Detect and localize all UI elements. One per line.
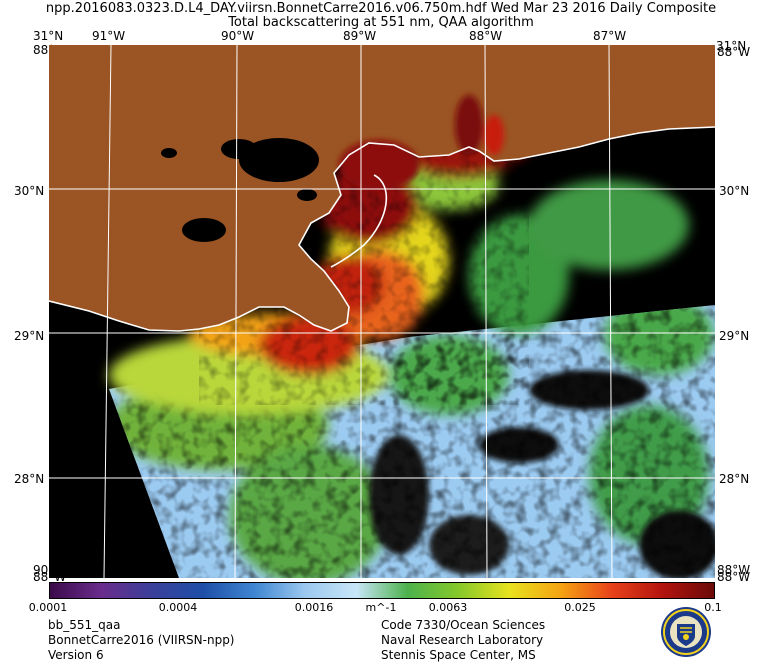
colorbar-tick-label: 0.0004 bbox=[158, 601, 198, 614]
estuary-turbidity bbox=[339, 95, 504, 190]
colorbar-tick-label: 0.0001 bbox=[28, 601, 68, 614]
map-title: npp.2016083.0323.D.L4_DAY.viirsn.BonnetC… bbox=[45, 1, 717, 16]
footer-org-code: Code 7330/Ocean Sciences bbox=[381, 618, 546, 632]
lon-label-90w: 90°W bbox=[221, 29, 255, 43]
lon-label-89w: 89°W bbox=[343, 29, 377, 43]
corner-lon-label-bottom-right: 88°W bbox=[717, 570, 751, 584]
footer-product: bb_551_qaa bbox=[48, 618, 121, 632]
corner-lat-label-top-right: 31°N bbox=[716, 39, 747, 53]
colorbar-tick-label: 0.1 bbox=[704, 601, 722, 614]
lat-label-28n-right: 28°N bbox=[719, 472, 750, 486]
coastline bbox=[49, 126, 715, 332]
lon-label-87w: 87°W bbox=[593, 29, 627, 43]
lon-label-88w: 88°W bbox=[469, 29, 503, 43]
corner-lat-label-bottom-right: 88°W bbox=[717, 563, 751, 577]
satellite-map[interactable] bbox=[49, 45, 715, 578]
lat-label-30n-left: 30°N bbox=[14, 184, 45, 198]
lat-label-29n-left: 29°N bbox=[14, 329, 45, 343]
colorbar-tick-label: 0.0016 bbox=[294, 601, 334, 614]
lat-lon-grid bbox=[49, 45, 715, 578]
lat-label-28n-left: 28°N bbox=[14, 472, 45, 486]
delta-arc bbox=[330, 174, 388, 268]
land-mass bbox=[49, 45, 715, 331]
nrl-seal-logo bbox=[661, 607, 711, 657]
map-canvas bbox=[49, 45, 715, 578]
colorbar-tick-label: 0.0063 bbox=[428, 601, 468, 614]
footer-version: Version 6 bbox=[48, 648, 104, 662]
footer-org-location: Stennis Space Center, MS bbox=[381, 648, 536, 662]
lat-label-30n-right: 30°N bbox=[719, 184, 750, 198]
corner-lat-label-top-left: 31°N bbox=[33, 29, 64, 43]
footer-org-name: Naval Research Laboratory bbox=[381, 633, 544, 647]
colorbar bbox=[49, 582, 715, 599]
colorbar-tick-label: 0.025 bbox=[564, 601, 596, 614]
colorbar-unit-label: m^-1 bbox=[365, 601, 397, 614]
lat-label-29n-right: 29°N bbox=[719, 329, 750, 343]
inland-lakes bbox=[161, 138, 319, 242]
footer-dataset: BonnetCarre2016 (VIIRSN-npp) bbox=[48, 633, 235, 647]
corner-lon-label-top-right: 88°W bbox=[717, 45, 751, 59]
lon-label-91w: 91°W bbox=[92, 29, 126, 43]
map-subtitle: Total backscattering at 551 nm, QAA algo… bbox=[228, 15, 534, 30]
